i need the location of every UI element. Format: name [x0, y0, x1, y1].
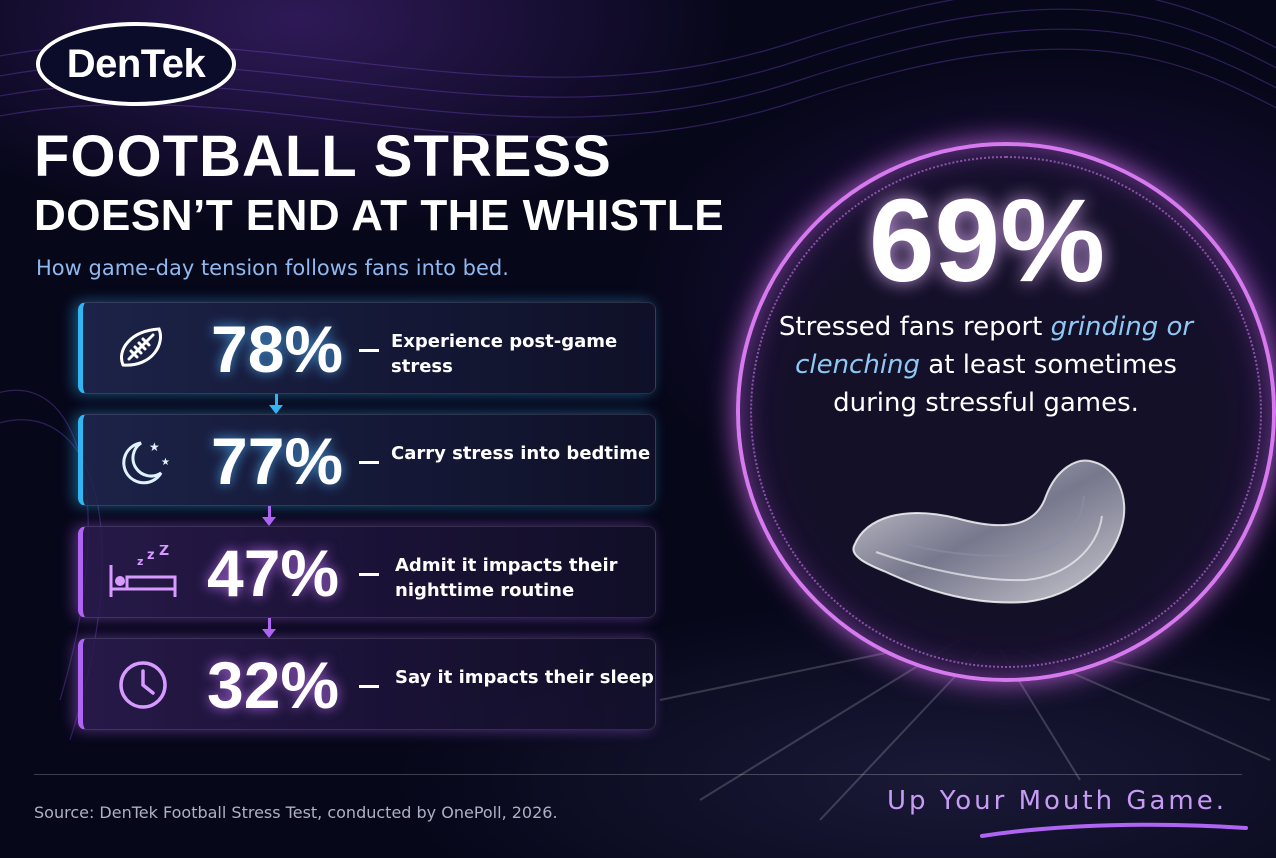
stat-card-sleep-impact: 32% Say it impacts their sleep — [78, 638, 656, 730]
tagline: Up Your Mouth Game. — [887, 786, 1227, 816]
dash-divider — [359, 573, 379, 576]
stat-label: Experience post-game stress — [391, 331, 618, 377]
footer-divider — [34, 774, 1242, 775]
dash-divider — [359, 461, 379, 464]
feature-value: 69% — [868, 175, 1106, 307]
football-icon — [120, 327, 162, 367]
stat-value: 77% — [211, 424, 344, 498]
stat-value: 47% — [207, 536, 340, 610]
source-citation: Source: DenTek Football Stress Test, con… — [34, 803, 558, 822]
dentek-logo: DenTek — [36, 22, 236, 106]
stat-label: Carry stress into bedtime — [391, 443, 651, 464]
down-arrow — [262, 618, 276, 638]
stat-card-bedtime-stress: ★ ★ 77% Carry stress into bedtime — [78, 414, 656, 506]
feature-text-before: Stressed fans report — [778, 312, 1051, 342]
stat-card-nighttime-routine: z z Z 47% Admit it impacts their nightti… — [78, 526, 656, 618]
logo-text: DenTek — [66, 41, 206, 86]
headline-line-1: FOOTBALL STRESS — [34, 124, 612, 189]
feature-text-after: at least sometimes during stressful game… — [833, 350, 1177, 418]
svg-text:★: ★ — [149, 440, 160, 454]
tagline-swoosh — [980, 822, 1248, 838]
stat-label: Admit it impacts their nighttime routine — [395, 555, 618, 601]
stat-value: 32% — [207, 648, 340, 722]
svg-text:z: z — [147, 548, 155, 563]
feature-text-highlight: grinding or clenching — [795, 312, 1194, 380]
down-arrow — [269, 394, 283, 414]
dash-divider — [359, 685, 379, 688]
feature-statement: Stressed fans report grinding or clenchi… — [776, 308, 1196, 422]
moon-stars-icon: ★ ★ — [122, 440, 170, 485]
stat-value: 78% — [211, 312, 344, 386]
stat-label: Say it impacts their sleep — [395, 667, 654, 688]
feature-ring-dots — [750, 156, 1262, 668]
headline-line-2: DOESN’T END AT THE WHISTLE — [34, 191, 725, 240]
svg-text:★: ★ — [161, 457, 170, 468]
night-guard-image — [852, 459, 1126, 604]
bed-sleep-icon: z z Z — [109, 545, 177, 597]
stat-card-post-game-stress: 78% Experience post-game stress — [78, 302, 656, 394]
svg-text:z: z — [137, 555, 143, 568]
svg-text:Z: Z — [159, 545, 169, 559]
dash-divider — [359, 349, 379, 352]
clock-icon — [119, 661, 167, 709]
subtitle: How game-day tension follows fans into b… — [36, 256, 509, 280]
down-arrow — [262, 506, 276, 526]
